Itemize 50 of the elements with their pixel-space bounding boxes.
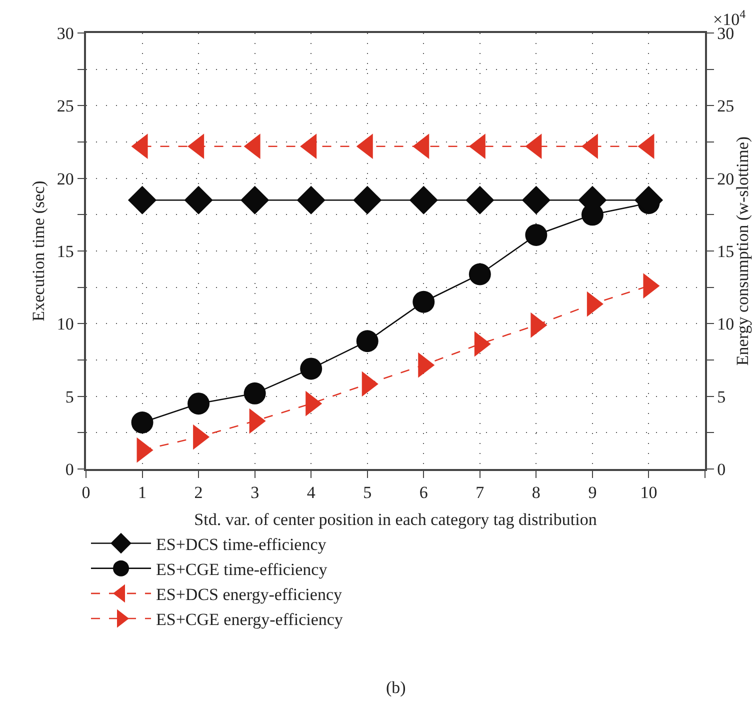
point xyxy=(468,263,491,286)
point xyxy=(128,186,157,214)
x-tick-label: 1 xyxy=(138,483,147,502)
x-tick-label: 3 xyxy=(250,483,260,502)
y2-tick-label: 5 xyxy=(717,387,726,406)
y2-tick-label: 25 xyxy=(717,96,734,116)
y2-axis-title: Energy consumption (w-slottime) xyxy=(733,136,752,366)
point xyxy=(244,382,266,404)
y2-tick-label: 30 xyxy=(717,24,734,43)
point xyxy=(188,392,210,415)
y-tick-label: 15 xyxy=(56,242,74,261)
y-tick-label: 0 xyxy=(65,460,74,479)
x-tick-label: 6 xyxy=(419,483,428,502)
legend-label: ES+DCS energy-efficiency xyxy=(156,585,342,604)
point xyxy=(300,358,322,380)
point xyxy=(634,186,664,214)
y-tick-label: 5 xyxy=(65,387,74,406)
y2-tick-label: 0 xyxy=(717,460,726,479)
point xyxy=(466,186,494,214)
legend-label: ES+CGE energy-efficiency xyxy=(156,610,344,630)
x-axis-title: Std. var. of center position in each category tag distribution xyxy=(194,510,598,530)
x-tick-label: 5 xyxy=(363,483,372,502)
y2-tick-label: 10 xyxy=(717,314,734,334)
y-tick-label: 20 xyxy=(56,169,74,188)
point xyxy=(356,330,378,352)
point xyxy=(522,186,550,214)
y2-tick-label: 20 xyxy=(717,169,734,188)
x-tick-label: 4 xyxy=(306,483,316,502)
legend-label: ES+DCS time-efficiency xyxy=(156,534,327,554)
x-tick-label: 0 xyxy=(82,483,90,502)
x-tick-label: 7 xyxy=(476,483,485,502)
x-tick-label: 10 xyxy=(640,483,658,502)
y-axis-title: Execution time (sec) xyxy=(28,180,48,322)
point xyxy=(131,411,154,434)
point xyxy=(525,224,548,246)
x-tick-label: 2 xyxy=(194,483,203,502)
y-tick-label: 30 xyxy=(56,24,74,43)
y2-tick-label: 15 xyxy=(717,242,734,261)
point xyxy=(240,186,270,214)
y-tick-label: 10 xyxy=(56,314,74,334)
point xyxy=(353,186,382,214)
point xyxy=(412,290,435,313)
x-tick-label: 8 xyxy=(532,483,540,502)
x-tick-label: 9 xyxy=(588,483,597,502)
legend-label: ES+CGE time-efficiency xyxy=(156,560,328,579)
point xyxy=(184,186,213,214)
y-tick-label: 25 xyxy=(56,96,74,116)
point xyxy=(296,186,326,214)
point xyxy=(409,186,438,214)
text: (b) xyxy=(386,678,406,697)
